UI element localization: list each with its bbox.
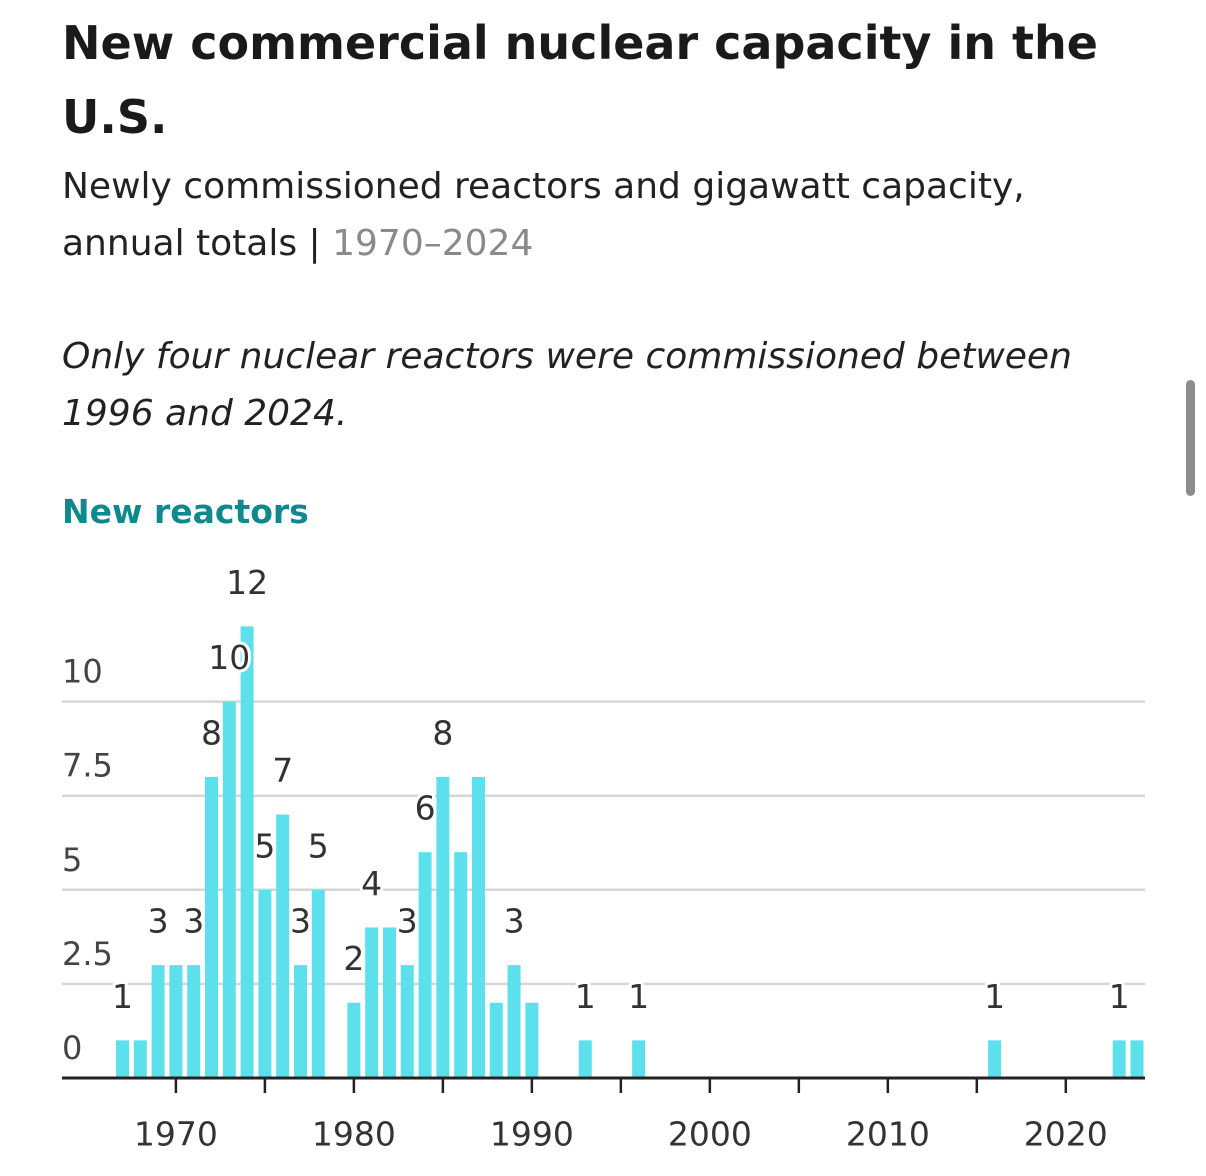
bar: [187, 965, 201, 1078]
x-tick-label: 1990: [490, 1115, 574, 1154]
subtitle-text: Newly commissioned reactors and gigawatt…: [62, 166, 1025, 264]
bar: [436, 776, 450, 1078]
x-tick-label: 2020: [1024, 1115, 1108, 1154]
value-label: 12: [226, 563, 268, 602]
bar: [347, 1002, 361, 1078]
value-label: 3: [183, 902, 204, 941]
value-label: 3: [290, 902, 311, 941]
x-tick-label: 2000: [668, 1115, 752, 1154]
bar: [222, 701, 236, 1078]
value-label: 3: [397, 902, 418, 941]
x-tick-label: 2010: [846, 1115, 930, 1154]
bar: [489, 1002, 503, 1078]
bar: [400, 965, 414, 1078]
value-label: 1: [628, 977, 649, 1016]
bar: [133, 1040, 147, 1078]
bar: [471, 776, 485, 1078]
y-tick-label: 7.5: [62, 747, 113, 785]
y-tick-label: 5: [62, 841, 82, 879]
subtitle: Newly commissioned reactors and gigawatt…: [62, 158, 1062, 272]
bar: [382, 927, 396, 1078]
bar: [169, 965, 183, 1078]
bar: [578, 1040, 592, 1078]
value-label: 3: [504, 902, 525, 941]
bar: [454, 852, 468, 1078]
subtitle-range: 1970–2024: [332, 223, 534, 264]
y-tick-label: 2.5: [62, 935, 113, 973]
value-label: 5: [308, 826, 329, 865]
value-label: 1: [112, 977, 133, 1016]
y-tick-label: 0: [62, 1029, 82, 1067]
scrollbar[interactable]: [1186, 380, 1195, 496]
bar: [205, 776, 219, 1078]
bar: [1130, 1040, 1144, 1078]
value-label: 7: [272, 751, 293, 790]
y-tick-label: 10: [62, 653, 103, 691]
value-label: 4: [361, 864, 382, 903]
value-label: 1: [1109, 977, 1130, 1016]
bar: [632, 1040, 646, 1078]
bar: [293, 965, 307, 1078]
bar: [311, 889, 325, 1078]
value-label: 10: [208, 638, 250, 677]
value-label: 2: [343, 939, 364, 978]
value-label: 8: [432, 713, 453, 752]
chart-title: New commercial nuclear capacity in the U…: [62, 16, 1098, 144]
value-label: 8: [201, 713, 222, 752]
x-tick-label: 1970: [134, 1115, 218, 1154]
value-label: 3: [148, 902, 169, 941]
x-tick-label: 1980: [312, 1115, 396, 1154]
value-label: 5: [254, 826, 275, 865]
panel-title: New reactors: [62, 492, 309, 531]
bar: [276, 814, 290, 1078]
value-label: 6: [415, 789, 436, 828]
bar: [988, 1040, 1002, 1078]
value-label: 1: [575, 977, 596, 1016]
bar: [116, 1040, 130, 1078]
bar: [1112, 1040, 1126, 1078]
bar: [418, 852, 432, 1078]
bar: [258, 889, 272, 1078]
bar: [151, 965, 165, 1078]
bar: [365, 927, 379, 1078]
bar: [525, 1002, 539, 1078]
bar: [507, 965, 521, 1078]
bar: [240, 626, 254, 1078]
value-label: 1: [984, 977, 1005, 1016]
note: Only four nuclear reactors were commissi…: [62, 336, 1072, 434]
